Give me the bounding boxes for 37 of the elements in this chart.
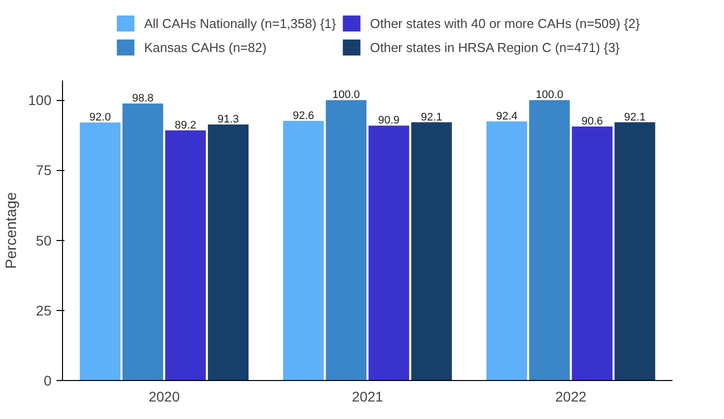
x-tick-label: 2020 bbox=[148, 388, 180, 404]
bar bbox=[122, 103, 164, 380]
data-label: 89.2 bbox=[174, 119, 196, 132]
bar bbox=[486, 121, 528, 380]
data-label: 91.3 bbox=[218, 114, 239, 126]
bar bbox=[572, 126, 613, 380]
bar bbox=[614, 122, 656, 380]
data-label: 90.6 bbox=[581, 115, 603, 128]
x-tick-label: 2022 bbox=[555, 388, 587, 404]
bar bbox=[208, 124, 249, 380]
bar bbox=[368, 126, 410, 380]
y-tick-label: 100 bbox=[28, 92, 52, 108]
bar bbox=[326, 100, 366, 380]
data-label: 92.1 bbox=[420, 111, 442, 124]
y-tick-label: 0 bbox=[44, 372, 52, 388]
bar bbox=[411, 122, 452, 380]
data-label: 100.0 bbox=[332, 89, 360, 102]
y-axis-title: Percentage bbox=[3, 192, 20, 269]
data-label: 92.1 bbox=[624, 111, 646, 124]
legend-label: Kansas CAHs (n=82) bbox=[144, 40, 267, 54]
x-tick-label: 2021 bbox=[352, 388, 384, 404]
bar bbox=[165, 130, 206, 380]
bar bbox=[529, 100, 570, 380]
y-tick-label: 50 bbox=[36, 232, 52, 248]
data-label: 92.6 bbox=[292, 110, 314, 122]
legend-label: All CAHs Nationally (n=1,358) {1} bbox=[144, 16, 336, 30]
data-label: 90.9 bbox=[378, 114, 400, 127]
bar bbox=[80, 122, 120, 380]
bar bbox=[283, 120, 324, 380]
y-tick-label: 75 bbox=[36, 162, 52, 178]
legend-label: Other states with 40 or more CAHs (n=509) {2} bbox=[370, 16, 640, 30]
data-label: 92.0 bbox=[89, 112, 111, 124]
data-label: 92.4 bbox=[496, 110, 518, 122]
legend-label: Other states in HRSA Region C (n=471) {3} bbox=[370, 40, 620, 54]
data-label: 100.0 bbox=[536, 89, 564, 102]
y-tick-label: 25 bbox=[36, 302, 52, 318]
data-label: 98.8 bbox=[132, 92, 154, 104]
